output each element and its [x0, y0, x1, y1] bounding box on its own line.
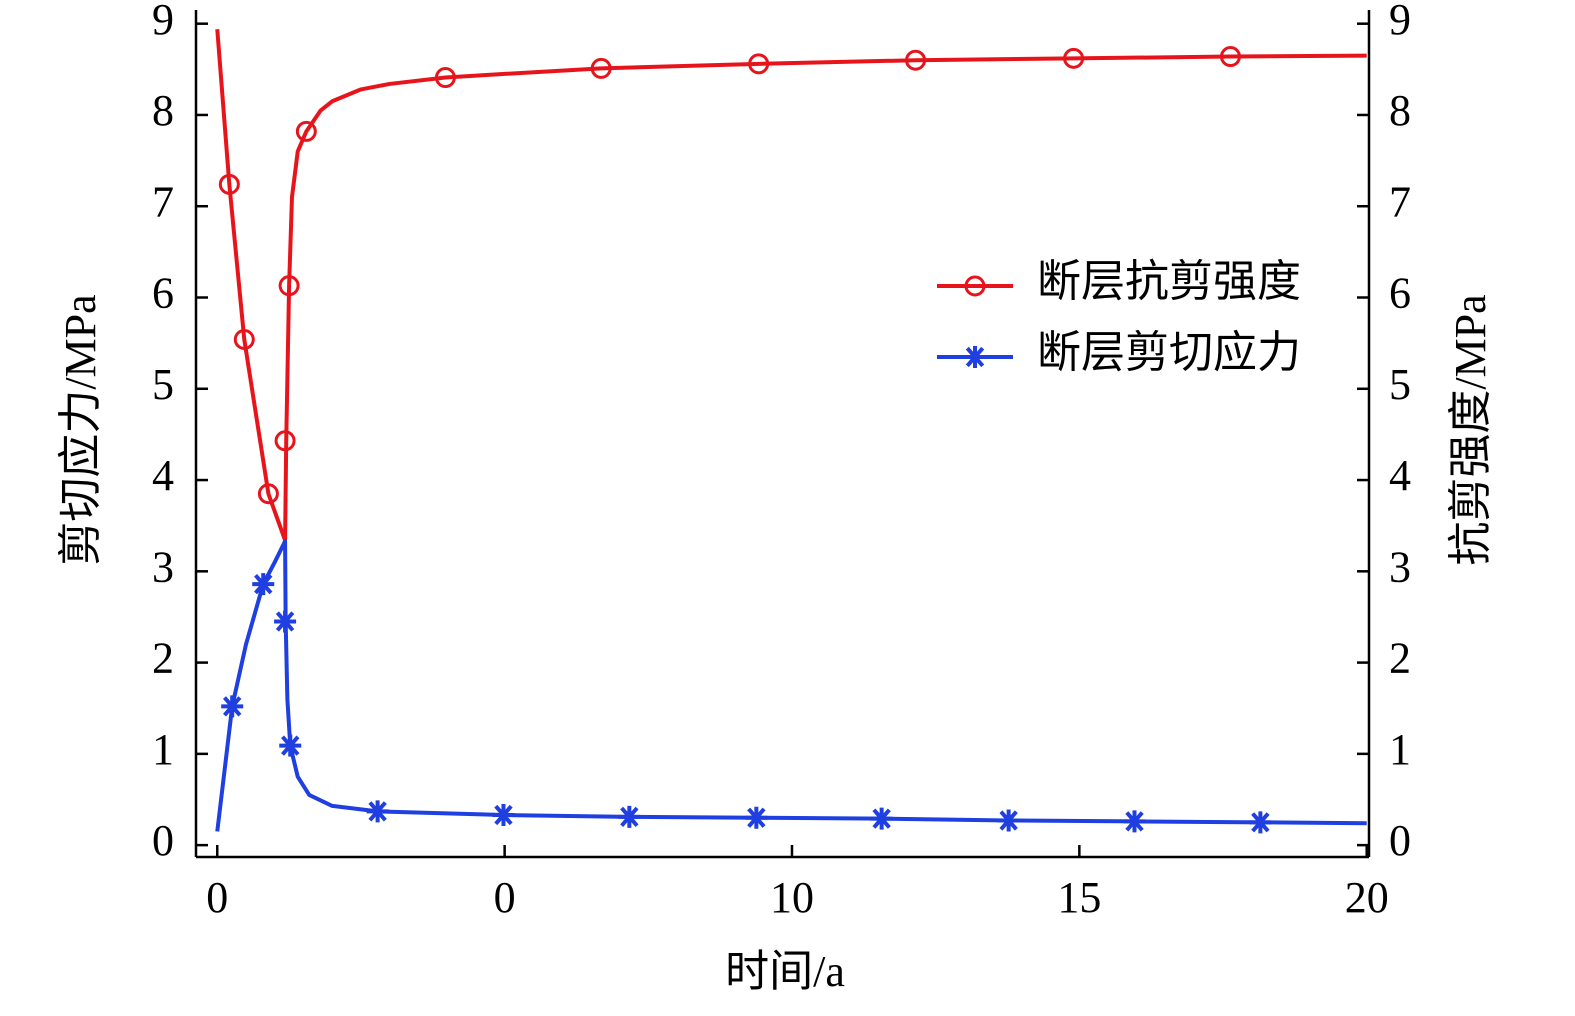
marker [997, 809, 1020, 832]
y2-tick-label: 9 [1389, 0, 1411, 44]
x-tick-label: 0 [494, 873, 516, 922]
legend-marker [964, 275, 986, 297]
marker [590, 57, 612, 79]
y-tick-label: 5 [152, 360, 174, 409]
marker [905, 49, 927, 71]
y2-tick-label: 3 [1389, 542, 1411, 591]
marker [748, 53, 770, 75]
y-tick-label: 7 [152, 177, 174, 226]
y-tick-label: 1 [152, 725, 174, 774]
y-tick-label: 4 [152, 451, 174, 500]
y2-tick-label: 7 [1389, 177, 1411, 226]
x-tick-label: 15 [1057, 873, 1101, 922]
marker [279, 734, 302, 757]
marker [434, 67, 456, 89]
x-axis-title: 时间/a [725, 947, 845, 996]
y-tick-label: 2 [152, 634, 174, 683]
marker [1249, 811, 1272, 834]
x-tick-label: 0 [206, 873, 228, 922]
marker [252, 573, 275, 596]
x-tick-label: 10 [770, 873, 814, 922]
marker [492, 804, 515, 827]
series-line [215, 539, 1367, 832]
marker [278, 275, 300, 297]
marker [1063, 47, 1085, 69]
y2-axis-title: 抗剪强度/MPa [1446, 294, 1495, 565]
legend-label: 断层抗剪强度 [1037, 257, 1301, 306]
y-tick-label: 0 [152, 816, 174, 865]
marker [745, 806, 768, 829]
marker [366, 800, 389, 823]
marker [618, 805, 641, 828]
marker [274, 430, 296, 452]
x-tick-label: 20 [1345, 873, 1389, 922]
marker [218, 173, 240, 195]
y-tick-label: 6 [152, 269, 174, 318]
y-axis-title: 剪切应力/MPa [56, 294, 105, 565]
marker [257, 483, 279, 505]
series-line [215, 29, 1367, 543]
y2-tick-label: 1 [1389, 725, 1411, 774]
y2-tick-label: 8 [1389, 86, 1411, 135]
y2-tick-label: 4 [1389, 451, 1411, 500]
marker [1219, 46, 1241, 68]
marker [295, 120, 317, 142]
y2-tick-label: 5 [1389, 360, 1411, 409]
y2-tick-label: 2 [1389, 634, 1411, 683]
marker [221, 695, 244, 718]
y-tick-label: 9 [152, 0, 174, 44]
y-tick-label: 8 [152, 86, 174, 135]
marker [1123, 810, 1146, 833]
marker [870, 807, 893, 830]
legend-label: 断层剪切应力 [1037, 328, 1301, 377]
y-tick-label: 3 [152, 542, 174, 591]
legend-marker [964, 346, 986, 368]
marker [233, 328, 255, 350]
y2-tick-label: 0 [1389, 816, 1411, 865]
y2-tick-label: 6 [1389, 269, 1411, 318]
marker [274, 610, 297, 633]
